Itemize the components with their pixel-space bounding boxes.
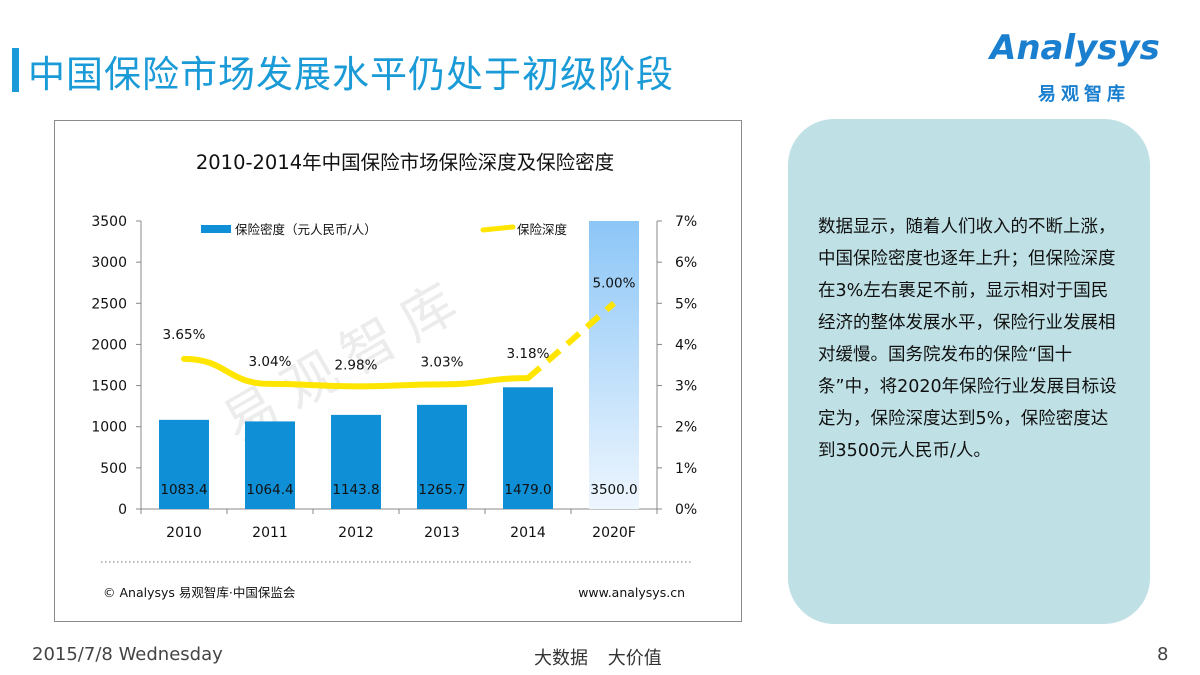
density-bar [589,221,639,509]
right-axis-tick-label: 1% [675,461,697,477]
right-axis-tick-label: 7% [675,214,697,230]
left-axis-tick-label: 3000 [91,255,127,271]
depth-point-label: 3.18% [507,346,550,362]
title-accent-bar [12,48,19,92]
chart-title: 2010-2014年中国保险市场保险深度及保险密度 [196,151,614,174]
right-axis-tick-label: 3% [675,379,697,395]
left-axis-tick-label: 0 [118,502,127,518]
right-axis-tick-label: 4% [675,337,697,353]
density-bar-label: 1064.4 [246,482,293,498]
x-axis-tick-label: 2011 [252,525,288,541]
density-bar-label: 1265.7 [418,482,465,498]
x-axis-tick-label: 2010 [166,525,202,541]
depth-point-label: 3.65% [163,327,206,343]
source-website: www.analysys.cn [578,585,685,600]
left-axis-tick-label: 2500 [91,296,127,312]
x-axis-tick-label: 2014 [510,525,546,541]
density-bar [417,404,467,509]
depth-point-label: 5.00% [593,275,636,291]
logo-chinese-name: 易观智库 [1038,84,1130,105]
legend-swatch-depth [480,224,516,233]
x-axis-tick-label: 2020F [592,525,636,541]
x-axis-tick-label: 2013 [424,525,460,541]
legend-label-density: 保险密度（元人民币/人） [235,222,377,237]
density-bar [159,419,209,509]
density-bar [245,421,295,509]
right-axis-tick-label: 6% [675,255,697,271]
summary-callout: 数据显示，随着人们收入的不断上涨，中国保险密度也逐年上升；但保险深度在3%左右裹… [788,119,1150,624]
source-credit: © Analysys 易观智库·中国保监会 [103,585,296,600]
logo-wordmark: Analysys [990,28,1160,68]
analysys-logo: Analysys 易观智库 [990,28,1170,108]
depth-point-label: 3.03% [421,354,464,370]
density-bar [503,387,553,509]
left-axis-tick-label: 500 [100,461,127,477]
page-number: 8 [1157,644,1169,665]
depth-line-actual [181,355,531,390]
left-axis-tick-label: 1000 [91,420,127,436]
right-axis-tick-label: 5% [675,296,697,312]
density-bar-label: 3500.0 [590,482,637,498]
density-bar-label: 1143.8 [332,482,379,498]
footer-slogan: 大数据 大价值 [534,648,662,669]
legend-label-depth: 保险深度 [517,222,568,237]
legend-swatch-density [201,225,231,233]
left-axis-tick-label: 1500 [91,379,127,395]
insurance-chart: 2010-2014年中国保险市场保险深度及保险密度 易观智库 050010001… [91,151,697,600]
depth-point-label: 2.98% [335,357,378,373]
density-bar-label: 1479.0 [504,482,551,498]
left-axis-tick-label: 2000 [91,337,127,353]
depth-line-forecast [526,301,616,381]
right-axis-tick-label: 0% [675,502,697,518]
page-title: 中国保险市场发展水平仍处于初级阶段 [28,53,674,96]
left-axis-tick-label: 3500 [91,214,127,230]
density-bar [331,414,381,509]
x-axis-tick-label: 2012 [338,525,374,541]
footer-date: 2015/7/8 Wednesday [32,644,223,665]
chart-panel: 2010-2014年中国保险市场保险深度及保险密度 易观智库 0 500 1000 1… [54,120,742,622]
summary-text: 数据显示，随着人们收入的不断上涨，中国保险密度也逐年上升；但保险深度在3%左右裹… [818,217,1117,461]
depth-point-label: 3.04% [249,354,292,370]
right-axis-tick-label: 2% [675,420,697,436]
density-bar-label: 1083.4 [160,482,207,498]
